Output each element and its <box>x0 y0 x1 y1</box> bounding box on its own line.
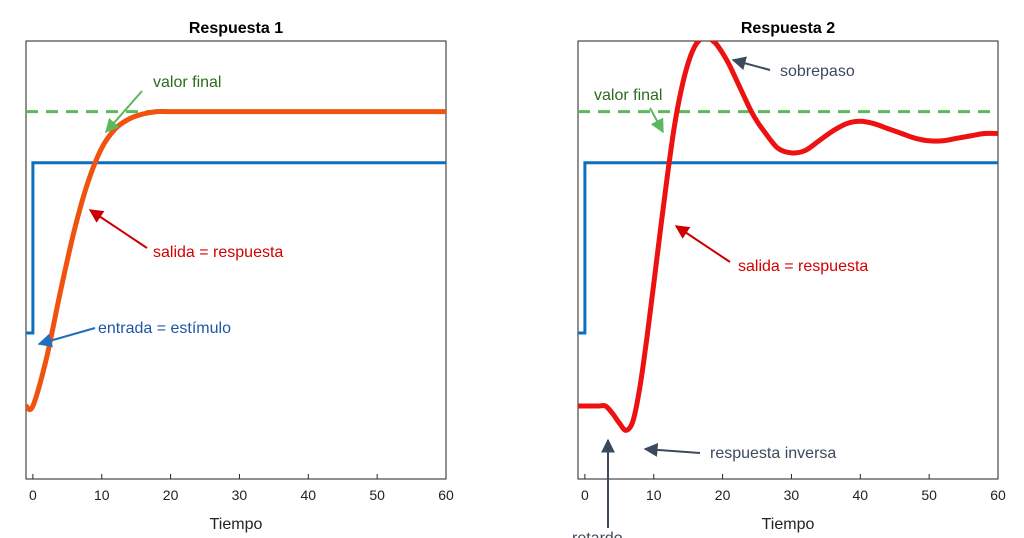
x-tick-label: 10 <box>646 487 662 503</box>
x-tick-label: 30 <box>232 487 248 503</box>
x-tick-label: 50 <box>369 487 385 503</box>
annotation-sobrepaso: sobrepaso <box>780 63 855 80</box>
plot-area <box>577 40 999 480</box>
annotation-arrow-salida <box>88 209 148 249</box>
x-tick-label: 60 <box>438 487 454 503</box>
annotation-valor-final: valor final <box>594 87 662 104</box>
chart-title: Respuesta 1 <box>189 20 283 37</box>
chart-respuesta-1: Respuesta 1 0 10 20 30 40 50 60 Tiempo valor f… <box>25 20 454 533</box>
x-tick-label: 40 <box>301 487 317 503</box>
annotation-entrada: entrada = estímulo <box>98 320 231 337</box>
chart-title: Respuesta 2 <box>741 20 835 37</box>
x-tick-label: 20 <box>163 487 179 503</box>
x-tick-label: 50 <box>921 487 937 503</box>
x-tick-label: 0 <box>581 487 589 503</box>
annotation-arrow-valor-final <box>105 90 143 134</box>
annotation-arrow-respuesta-inversa <box>643 442 701 457</box>
input-series-line <box>26 161 446 335</box>
x-tick-label: 10 <box>94 487 110 503</box>
annotation-retardo: retardo <box>572 530 623 538</box>
x-tick-label: 20 <box>715 487 731 503</box>
annotation-valor-final: valor final <box>153 74 221 91</box>
output-series-line <box>578 41 998 433</box>
annotation-arrow-sobrepaso <box>731 56 771 71</box>
x-tick-label: 30 <box>784 487 800 503</box>
x-tick-label: 40 <box>853 487 869 503</box>
x-tick-label: 60 <box>990 487 1006 503</box>
x-axis-ticks: 0 10 20 30 40 50 60 <box>581 474 1006 503</box>
annotation-salida: salida = respuesta <box>153 244 283 261</box>
input-series-line <box>578 161 998 335</box>
x-axis-ticks: 0 10 20 30 40 50 60 <box>29 474 454 503</box>
annotation-salida: salida = respuesta <box>738 258 868 275</box>
x-tick-label: 0 <box>29 487 37 503</box>
annotation-arrow-entrada <box>37 327 96 348</box>
chart-respuesta-2: Respuesta 2 0 10 20 30 40 50 60 Tiempo sobrepa… <box>572 20 1006 538</box>
output-series-line <box>26 108 446 413</box>
x-axis-label: Tiempo <box>210 516 263 533</box>
annotation-respuesta-inversa: respuesta inversa <box>710 445 836 462</box>
x-axis-label: Tiempo <box>762 516 815 533</box>
annotation-arrow-valor-final <box>649 107 664 134</box>
annotation-arrow-salida <box>674 225 731 263</box>
